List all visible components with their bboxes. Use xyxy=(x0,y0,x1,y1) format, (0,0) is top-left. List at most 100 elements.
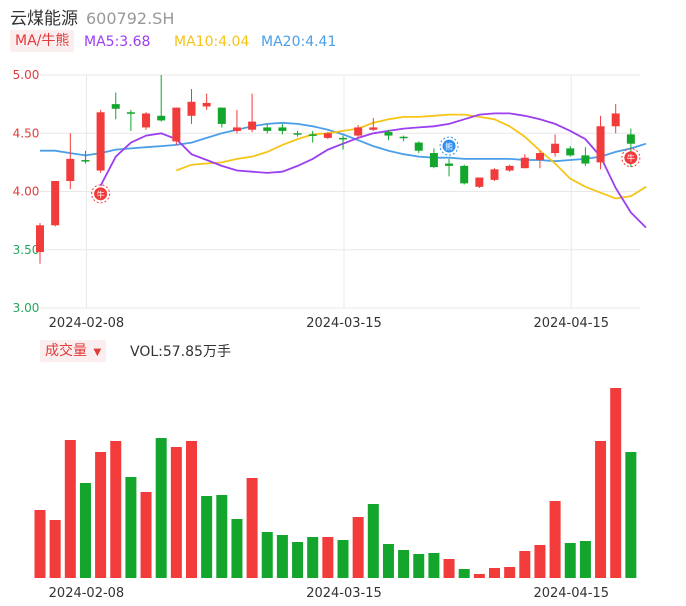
candle-body xyxy=(384,132,393,136)
price-y-tick-label: 5.00 xyxy=(13,68,40,82)
candle-body xyxy=(626,134,635,144)
price-x-tick-label: 2024-02-08 xyxy=(49,316,125,331)
bear-marker-label: 熊 xyxy=(445,142,453,152)
bull-marker-ring xyxy=(621,148,641,168)
stock-code: 600792.SH xyxy=(86,9,175,28)
candle-body xyxy=(142,113,151,128)
bull-marker-ring xyxy=(91,184,111,204)
bull-marker-icon xyxy=(94,187,108,201)
volume-bar xyxy=(261,532,273,578)
price-y-tick-label: 3.50 xyxy=(13,243,40,257)
candle-body xyxy=(96,112,105,171)
indicator-selector-button[interactable]: MA/牛熊 xyxy=(10,30,75,52)
candle-body xyxy=(369,127,378,130)
candle-body xyxy=(187,101,196,116)
volume-bar xyxy=(216,495,228,578)
volume-x-tick-label: 2024-03-15 xyxy=(306,586,382,601)
candle-body xyxy=(551,143,560,154)
candle-body xyxy=(217,107,226,124)
volume-bar xyxy=(382,544,394,578)
volume-bar xyxy=(489,568,500,578)
volume-bar xyxy=(79,483,91,578)
volume-bar xyxy=(625,452,637,578)
volume-bar xyxy=(458,569,470,578)
candle-body xyxy=(202,102,211,107)
candle-body xyxy=(414,142,423,151)
candle-body xyxy=(66,158,75,182)
volume-bar xyxy=(276,535,288,578)
candle-body xyxy=(581,155,590,164)
candle-body xyxy=(157,115,166,121)
volume-bar xyxy=(307,537,319,578)
volume-bar xyxy=(34,510,46,578)
candle-body xyxy=(445,163,454,166)
ma20-line xyxy=(40,121,647,163)
volume-bar xyxy=(292,542,304,578)
candle-body xyxy=(36,225,44,253)
candle-body xyxy=(81,160,90,162)
volume-bar xyxy=(246,478,258,578)
volume-x-tick-label: 2024-02-08 xyxy=(49,586,125,601)
candle-body xyxy=(535,153,544,161)
price-y-tick-label: 3.00 xyxy=(13,301,40,315)
volume-bar xyxy=(125,477,137,578)
volume-bar xyxy=(595,441,607,578)
candle-body xyxy=(339,137,347,140)
volume-selector-button[interactable]: 成交量 ▼ xyxy=(40,340,107,362)
volume-x-tick-label: 2024-04-15 xyxy=(533,586,609,601)
volume-bar xyxy=(337,540,349,578)
volume-bar xyxy=(110,441,122,578)
volume-bar xyxy=(549,501,561,578)
candle-body xyxy=(611,113,620,127)
bull-marker-label: 牛 xyxy=(627,153,635,163)
bull-marker-icon xyxy=(624,151,638,165)
stock-header: 云煤能源 600792.SH xyxy=(10,4,175,29)
stock-name: 云煤能源 xyxy=(10,9,78,29)
candle-body xyxy=(460,165,469,184)
volume-bar xyxy=(534,545,546,578)
candle-body xyxy=(429,153,438,168)
volume-bar xyxy=(610,388,622,578)
candle-body xyxy=(248,121,257,130)
candle-body xyxy=(399,136,408,139)
candle-body xyxy=(505,165,514,171)
volume-bar xyxy=(352,517,364,578)
ma20-legend: MA20:4.41 xyxy=(261,34,337,50)
volume-bar xyxy=(367,504,379,578)
candle-body xyxy=(596,126,605,163)
candle-body xyxy=(354,127,363,136)
candle-body xyxy=(323,133,332,138)
bull-marker-label: 牛 xyxy=(97,189,105,199)
volume-bar xyxy=(155,438,167,578)
candle-body xyxy=(293,133,302,135)
ma10-legend: MA10:4.04 xyxy=(174,34,250,50)
volume-bar xyxy=(504,567,516,578)
volume-bar xyxy=(564,543,576,578)
volume-bar xyxy=(443,559,455,578)
candle-body xyxy=(308,134,317,136)
volume-bar xyxy=(95,452,107,578)
volume-bar xyxy=(49,520,61,578)
candle-body xyxy=(490,169,499,180)
candle-body xyxy=(111,104,120,109)
volume-bar xyxy=(413,554,425,578)
volume-bar xyxy=(201,496,213,578)
dropdown-arrow-icon: ▼ xyxy=(93,347,102,358)
candle-body xyxy=(520,157,529,169)
candle-body xyxy=(475,177,484,187)
price-y-tick-label: 4.50 xyxy=(13,126,40,140)
volume-selector-label: 成交量 xyxy=(45,343,87,359)
volume-readout: VOL:57.85万手 xyxy=(130,344,231,360)
volume-bar xyxy=(473,574,485,578)
candle-body xyxy=(126,112,135,114)
candle-body xyxy=(232,127,241,131)
volume-bar xyxy=(64,440,76,578)
volume-bar xyxy=(231,519,243,578)
price-x-tick-label: 2024-04-15 xyxy=(533,316,609,331)
volume-bar xyxy=(140,492,152,578)
candle-body xyxy=(51,181,60,226)
price-x-tick-label: 2024-03-15 xyxy=(306,316,382,331)
ma5-line xyxy=(99,112,647,229)
candle-body xyxy=(263,127,272,131)
volume-bar xyxy=(428,553,440,578)
